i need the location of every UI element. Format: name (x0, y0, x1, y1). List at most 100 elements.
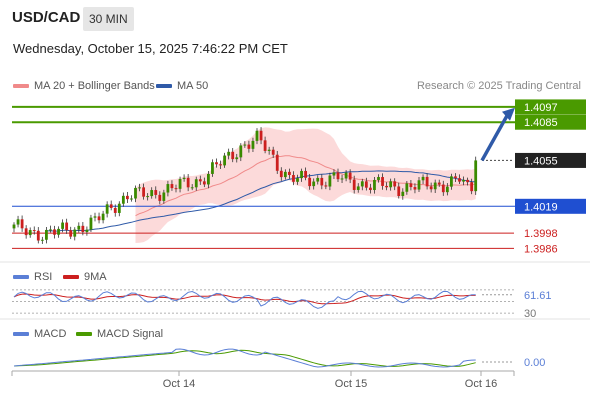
candle-body (215, 162, 218, 165)
ma50-line (46, 170, 476, 232)
candle-body (373, 179, 376, 191)
candle-body (308, 177, 312, 187)
legend-ma50-label: MA 50 (177, 80, 209, 92)
chart-datetime: Wednesday, October 15, 2025 7:46:22 PM C… (13, 41, 288, 56)
rsi-ma-line (13, 293, 476, 305)
candle-body (223, 155, 226, 166)
level-tag (515, 152, 586, 168)
candle-body (211, 162, 214, 174)
candle-body (332, 172, 336, 176)
candle-body (117, 203, 121, 213)
candle-body (162, 192, 166, 201)
candle-body (474, 160, 478, 192)
candle-body (336, 172, 340, 180)
time-tick-label: Oct 15 (335, 378, 367, 390)
candle-body (134, 187, 137, 199)
candle-body (93, 216, 97, 218)
candle-body (328, 175, 332, 187)
candle-body (178, 179, 182, 189)
rsi-swatch-icon (13, 275, 29, 280)
candle-body (166, 184, 170, 193)
candle-body (227, 151, 231, 156)
candle-body (20, 219, 24, 229)
level-label: 1.3986 (524, 243, 558, 255)
macd-signal-swatch-icon (76, 332, 92, 337)
rsi-ma-swatch-icon (63, 275, 79, 280)
level-tag (515, 99, 586, 115)
candle-body (397, 186, 401, 197)
candle-body (154, 190, 158, 195)
macd-line (13, 348, 476, 368)
candle-body (109, 204, 113, 208)
candle-body (146, 196, 150, 198)
candle-body (369, 187, 372, 191)
candle-body (150, 190, 154, 197)
candle-body (389, 181, 393, 188)
candle-body (105, 204, 109, 214)
candle-body (348, 172, 352, 180)
candle-body (174, 188, 178, 190)
candle-body (292, 175, 295, 182)
candle-body (462, 179, 465, 182)
time-tick-label: Oct 14 (163, 378, 195, 390)
candle-body (97, 216, 101, 221)
candle-body (413, 187, 417, 190)
candle-body (231, 151, 235, 160)
research-credit: Research © 2025 Trading Central (416, 80, 581, 92)
level-label: 1.4085 (524, 117, 558, 129)
candle-body (28, 230, 32, 236)
candle-body (466, 179, 469, 183)
candle-body (36, 230, 40, 241)
candle-body (251, 140, 255, 149)
candle-body (194, 179, 198, 188)
candle-body (126, 195, 129, 200)
legend-macd-signal-label: MACD Signal (97, 328, 164, 340)
candle-body (101, 213, 105, 221)
candle-body (324, 185, 328, 187)
candle-body (142, 187, 145, 197)
legend-ma20-label: MA 20 + Bollinger Bands (34, 80, 155, 92)
candle-body (320, 177, 324, 186)
candle-body (235, 157, 239, 160)
candle-body (113, 207, 117, 213)
candle-body (239, 145, 243, 158)
time-tick-label: Oct 16 (465, 378, 497, 390)
legend-rsi: RSI (13, 271, 52, 283)
candle-body (381, 177, 384, 186)
legend-rsi-ma: 9MA (63, 271, 107, 283)
candle-body (255, 130, 259, 141)
macd-value-label: 0.00 (524, 357, 545, 369)
candle-body (340, 178, 344, 180)
candle-body (40, 239, 44, 241)
candle-body (138, 187, 141, 189)
candle-body (219, 164, 222, 166)
candle-body (207, 173, 210, 185)
candle-body (401, 191, 405, 197)
candle-body (49, 229, 52, 231)
candle-body (296, 178, 299, 182)
candle-body (190, 187, 194, 189)
candle-body (364, 181, 368, 188)
legend-macd-label: MACD (34, 328, 67, 340)
candle-body (65, 222, 69, 231)
rsi-level-label: 30 (524, 308, 536, 320)
candle-body (417, 180, 421, 190)
candle-body (275, 154, 279, 171)
candle-body (458, 178, 461, 182)
candle-body (405, 183, 409, 192)
candle-body (263, 140, 267, 151)
level-label: 1.4019 (524, 201, 558, 213)
candle-body (16, 219, 20, 225)
level-label: 1.4055 (524, 155, 558, 167)
candle-body (360, 181, 364, 187)
bollinger-band (135, 127, 476, 243)
candle-body (300, 170, 303, 179)
candle-body (77, 225, 81, 230)
rsi-line (13, 290, 476, 309)
candle-body (470, 182, 474, 192)
candle-body (279, 170, 283, 178)
legend-rsi-ma-label: 9MA (84, 271, 107, 283)
interval-button[interactable]: 30 MIN (83, 7, 134, 31)
candle-body (441, 184, 445, 193)
